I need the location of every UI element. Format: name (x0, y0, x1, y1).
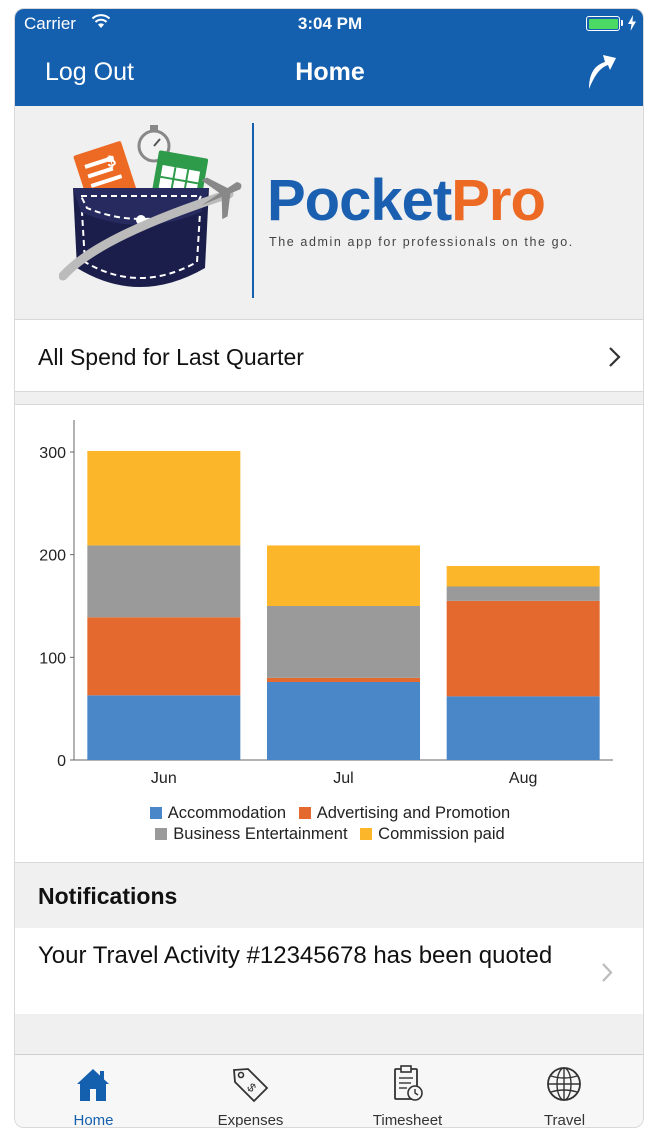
log-out-button[interactable]: Log Out (45, 58, 134, 86)
bar-segment-jun-2 (87, 545, 241, 618)
page-title: Home (295, 58, 365, 86)
chevron-right-icon (609, 347, 621, 367)
globe-icon (547, 1067, 581, 1101)
logo-banner: $ (15, 106, 643, 320)
bar-segment-aug-1 (446, 600, 600, 697)
wifi-icon (91, 14, 111, 28)
legend-label: Advertising and Promotion (316, 804, 511, 822)
bar-segment-jun-3 (87, 450, 241, 546)
bar-segment-jul-3 (267, 545, 420, 606)
y-tick-label: 200 (39, 548, 66, 565)
y-tick-label: 300 (39, 445, 66, 462)
legend-label: Business Entertainment (173, 825, 348, 843)
stacked-bar-chart: 0 100 200 300 Jun Jul Aug (39, 420, 613, 787)
brand-wordmark: PocketPro (267, 172, 546, 230)
legend-label: Commission paid (378, 825, 505, 843)
x-tick-label: Jul (333, 770, 353, 787)
notifications-header: Notifications (15, 862, 643, 928)
legend-label: Accommodation (167, 804, 287, 822)
pocket-pro-logo-icon: $ (59, 125, 242, 287)
brand-tagline: The admin app for professionals on the g… (269, 235, 574, 249)
tab-label: Travel (543, 1112, 586, 1128)
chart-legend: Accommodation Advertising and Promotion … (15, 803, 643, 845)
notification-item[interactable]: Your Travel Activity #12345678 has been … (15, 928, 643, 1014)
logo-divider (252, 123, 254, 298)
tab-expenses[interactable]: $ Expenses (172, 1055, 329, 1128)
x-tick-label: Jun (151, 770, 177, 787)
charging-bolt-icon (628, 15, 636, 31)
bar-segment-jul-0 (267, 681, 420, 760)
app-screen: Carrier 3:04 PM Log Out Home (14, 8, 644, 1128)
brand-part-2: Pro (451, 168, 546, 233)
tab-label: Expenses (217, 1112, 284, 1128)
all-spend-label: All Spend for Last Quarter (38, 344, 304, 370)
tab-travel[interactable]: Travel (486, 1055, 643, 1128)
bar-segment-aug-2 (446, 586, 600, 601)
navigation-bar: Carrier 3:04 PM Log Out Home (15, 9, 643, 106)
battery-cap (621, 20, 623, 26)
tab-home[interactable]: Home (15, 1055, 172, 1128)
y-tick-label: 0 (57, 753, 66, 770)
clipboard-clock-icon (394, 1065, 423, 1101)
tab-bar: Home $ Expenses Timesheet (15, 1054, 643, 1128)
bar-segment-aug-3 (446, 565, 600, 587)
tab-label: Home (73, 1112, 114, 1128)
bar-segment-aug-0 (446, 696, 600, 760)
bar-segment-jul-1 (267, 677, 420, 682)
tab-timesheet[interactable]: Timesheet (329, 1055, 486, 1128)
brand-part-1: Pocket (267, 168, 452, 233)
notification-text: Your Travel Activity #12345678 has been … (38, 942, 553, 969)
home-icon (77, 1069, 109, 1101)
x-tick-label: Aug (509, 770, 537, 787)
carrier-label: Carrier (24, 14, 76, 33)
bar-segment-jun-0 (87, 695, 241, 760)
status-time: 3:04 PM (297, 14, 363, 33)
legend-item-business-entertainment: Business Entertainment (155, 824, 348, 845)
battery-icon (586, 16, 620, 31)
tab-label: Timesheet (372, 1112, 443, 1128)
legend-item-accommodation: Accommodation (149, 803, 287, 824)
legend-item-commission: Commission paid (360, 824, 505, 845)
notifications-title: Notifications (38, 883, 178, 909)
all-spend-row[interactable]: All Spend for Last Quarter (15, 320, 643, 392)
bar-segment-jun-1 (87, 617, 241, 696)
chevron-right-icon (602, 963, 613, 982)
price-tag-icon: $ (233, 1068, 269, 1103)
share-arrow-icon[interactable] (583, 49, 617, 91)
spend-chart: 0 100 200 300 Jun Jul Aug Accommodation Advert… (15, 404, 643, 862)
legend-item-advertising: Advertising and Promotion (298, 803, 511, 824)
y-tick-label: 100 (39, 650, 66, 667)
bar-segment-jul-2 (267, 606, 420, 678)
